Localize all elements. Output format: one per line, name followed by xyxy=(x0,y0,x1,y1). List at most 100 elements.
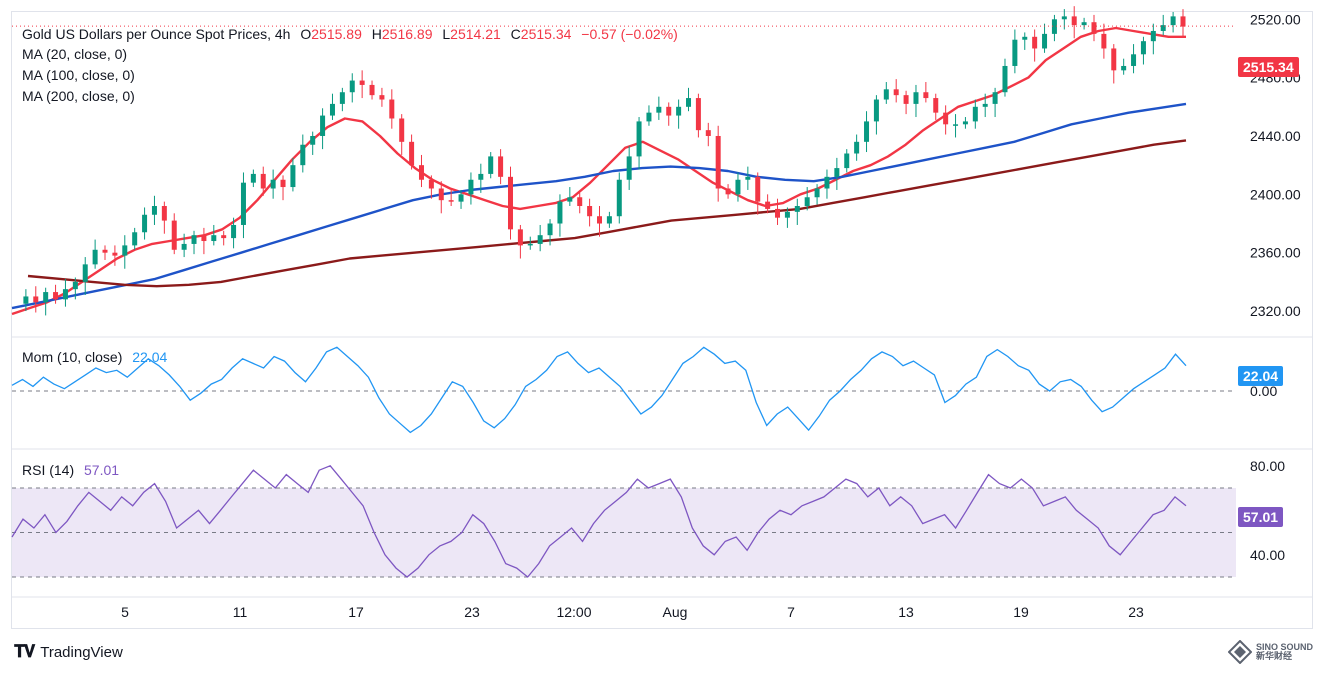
candle-body xyxy=(537,235,543,244)
candle-body xyxy=(676,106,682,116)
candle-body xyxy=(300,144,306,166)
candle-body xyxy=(329,103,335,116)
close-value: 2515.34 xyxy=(520,26,572,42)
price-axis-label: 2520.00 xyxy=(1250,11,1301,27)
candle-body xyxy=(161,206,167,221)
candle-body xyxy=(201,235,207,242)
ma20-legend[interactable]: MA (20, close, 0) xyxy=(22,46,128,62)
tradingview-brand[interactable]: 𝐓𝐕 TradingView xyxy=(14,642,123,662)
candle-body xyxy=(953,124,959,126)
candle-body xyxy=(962,121,968,125)
candle-body xyxy=(1121,65,1127,71)
candle-body xyxy=(745,176,751,180)
watermark-line1: SINO SOUND xyxy=(1256,642,1314,652)
price-axis-label: 2440.00 xyxy=(1250,128,1301,144)
price-axis-label: 2400.00 xyxy=(1250,186,1301,202)
candle-body xyxy=(43,292,49,303)
candle-body xyxy=(834,168,840,177)
rsi-value: 57.01 xyxy=(84,462,120,478)
candle-body xyxy=(82,264,88,282)
candle-body xyxy=(686,98,692,107)
candle-body xyxy=(567,197,573,202)
candle-body xyxy=(933,98,939,113)
candle-body xyxy=(527,243,533,246)
candle-body xyxy=(191,235,197,244)
candle-body xyxy=(804,197,810,207)
candle-body xyxy=(62,289,68,300)
candle-body xyxy=(814,188,820,198)
candle-body xyxy=(1140,41,1146,55)
candle-body xyxy=(478,173,484,180)
candle-body xyxy=(92,249,98,265)
mom-price-tag: 22.04 xyxy=(1238,366,1284,386)
candle-body xyxy=(923,92,929,99)
candle-body xyxy=(132,232,138,246)
mom-line xyxy=(11,346,1187,434)
chart-frame xyxy=(11,11,1313,629)
mom-label: Mom (10, close) xyxy=(22,349,123,365)
rsi-axis-label: 40.00 xyxy=(1250,547,1285,563)
ma100-legend[interactable]: MA (100, close, 0) xyxy=(22,67,135,83)
candle-body xyxy=(557,201,563,224)
ma200-legend[interactable]: MA (200, close, 0) xyxy=(22,88,135,104)
candle-body xyxy=(765,201,771,209)
time-axis-label: 23 xyxy=(464,604,480,620)
symbol-legend: Gold US Dollars per Ounce Spot Prices, 4… xyxy=(22,24,684,44)
mom-value: 22.04 xyxy=(132,349,168,365)
candle-body xyxy=(359,80,365,85)
candle-body xyxy=(240,182,246,225)
candle-body xyxy=(438,188,444,201)
time-axis-label: 17 xyxy=(348,604,364,620)
candle-body xyxy=(587,206,593,217)
candle-body xyxy=(1002,65,1008,93)
candle-body xyxy=(399,118,405,142)
candle-body xyxy=(171,220,177,250)
candle-body xyxy=(507,176,513,230)
time-axis-label: 5 xyxy=(121,604,129,620)
candle-body xyxy=(992,92,998,104)
high-label: H xyxy=(371,26,382,42)
candle-body xyxy=(181,243,187,250)
candle-body xyxy=(280,179,286,188)
candle-body xyxy=(33,296,39,303)
candle-body xyxy=(458,194,464,202)
candle-body xyxy=(102,249,108,253)
candle-body xyxy=(626,156,632,180)
candle-body xyxy=(606,216,612,224)
candle-body xyxy=(775,208,781,218)
candle-body xyxy=(854,141,860,154)
candle-body xyxy=(517,229,523,246)
candle-body xyxy=(250,173,256,183)
time-axis-label: 11 xyxy=(233,604,248,620)
candle-body xyxy=(715,135,721,189)
mom-legend[interactable]: Mom (10, close) 22.04 xyxy=(22,347,173,367)
candle-body xyxy=(824,176,830,189)
candle-body xyxy=(1042,33,1048,49)
candle-body xyxy=(1170,16,1176,26)
rsi-legend[interactable]: RSI (14) 57.01 xyxy=(22,460,125,480)
candle-body xyxy=(1051,19,1057,34)
last-price-tag: 2515.34 xyxy=(1238,57,1299,77)
candle-body xyxy=(666,106,672,116)
candle-body xyxy=(389,99,395,119)
symbol-title: Gold US Dollars per Ounce Spot Prices, 4… xyxy=(22,26,291,42)
candle-body xyxy=(646,112,652,122)
candle-body xyxy=(260,173,266,189)
change-value: −0.57 (−0.02%) xyxy=(581,26,678,42)
candle-body xyxy=(320,115,326,136)
candle-body xyxy=(547,223,553,236)
candle-body xyxy=(1111,48,1117,71)
candle-body xyxy=(1091,22,1097,34)
candle-body xyxy=(883,89,889,100)
candle-body xyxy=(1061,16,1067,20)
candle-body xyxy=(468,179,474,195)
candle-body xyxy=(735,179,741,195)
candle-body xyxy=(122,245,128,256)
close-label: C xyxy=(510,26,521,42)
candle-body xyxy=(211,235,217,242)
candle-body xyxy=(1032,36,1038,49)
rsi-line xyxy=(11,465,1187,578)
candle-body xyxy=(231,224,237,239)
candle-body xyxy=(982,103,988,107)
